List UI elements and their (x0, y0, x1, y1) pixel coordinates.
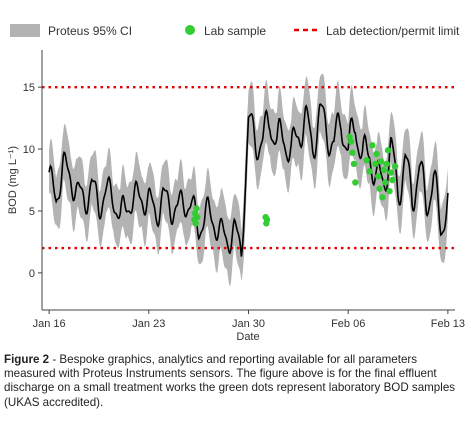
lab-sample-point (386, 187, 393, 195)
x-tick-label: Feb 13 (431, 318, 465, 330)
lab-sample-point (384, 147, 392, 154)
lab-sample-point (194, 213, 201, 221)
lab-sample-point (372, 160, 379, 168)
x-axis-title: Date (236, 331, 259, 343)
bod-chart: Proteus 95% CI Lab sample Lab detection/… (7, 24, 465, 343)
y-tick-label: 5 (29, 206, 35, 218)
y-tick-label: 10 (23, 144, 35, 156)
y-axis-title: BOD (mg L⁻¹) (7, 146, 19, 214)
lab-sample-point (389, 176, 396, 184)
legend-ci: Proteus 95% CI (10, 24, 132, 38)
lab-sample-point (366, 168, 373, 175)
lab-sample-point (383, 160, 390, 168)
lab-sample-point (380, 166, 387, 174)
lab-sample-point (350, 160, 358, 168)
median-line (48, 103, 449, 257)
x-tick-label: Jan 23 (132, 318, 165, 330)
y-tick-label: 0 (29, 268, 35, 280)
legend: Proteus 95% CI Lab sample Lab detection/… (10, 24, 460, 38)
lab-sample-point (263, 216, 271, 223)
lab-sample-point (373, 150, 380, 158)
lab-sample-point (377, 158, 385, 165)
legend-ci-label: Proteus 95% CI (48, 24, 132, 38)
legend-limit: Lab detection/permit limit (294, 24, 460, 38)
ci-band-layer (49, 73, 448, 287)
x-tick-label: Jan 30 (232, 318, 265, 330)
lab-sample-point (347, 138, 355, 145)
y-tick-label: 15 (23, 82, 35, 94)
x-ticks: Jan 16 Jan 23 Jan 30 Feb 06 Feb 13 (33, 310, 465, 330)
x-tick-label: Jan 16 (33, 318, 66, 330)
x-tick-label: Feb 06 (331, 318, 365, 330)
legend-limit-label: Lab detection/permit limit (326, 24, 460, 38)
lab-sample-point (352, 179, 359, 186)
caption-text: - Bespoke graphics, analytics and report… (4, 353, 456, 409)
lab-sample-point (369, 142, 376, 149)
caption-label: Figure 2 (4, 353, 50, 366)
lab-sample-point (374, 173, 382, 180)
legend-lab: Lab sample (185, 24, 266, 38)
lab-sample-point (379, 194, 386, 201)
median-layer (48, 103, 449, 257)
legend-lab-label: Lab sample (204, 24, 266, 38)
lab-sample-point (382, 179, 389, 186)
lab-sample-point (391, 163, 399, 170)
lab-sample-point (363, 156, 370, 164)
y-ticks: 0 5 10 15 (23, 82, 42, 280)
ci-band (49, 73, 448, 287)
lab-sample-point (192, 220, 200, 227)
lab-sample-point (193, 205, 200, 212)
figure-caption: Figure 2 - Bespoke graphics, analytics a… (4, 353, 467, 410)
lab-sample-point (376, 185, 383, 192)
legend-ci-swatch (10, 24, 40, 37)
lab-sample-layer (191, 133, 399, 227)
legend-lab-dot (185, 25, 195, 35)
lab-sample-point (349, 149, 356, 156)
lab-sample-point (346, 133, 353, 140)
lab-sample-point (387, 169, 395, 176)
